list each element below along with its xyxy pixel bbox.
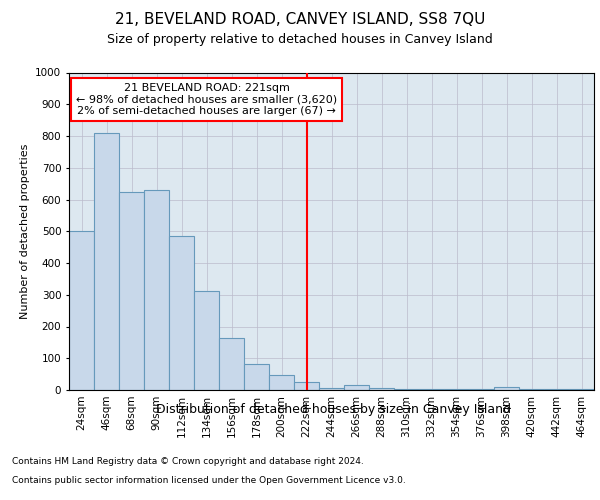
Y-axis label: Number of detached properties: Number of detached properties [20, 144, 29, 319]
Bar [219, 338, 244, 390]
Bar [94, 133, 119, 390]
Bar [394, 389, 419, 390]
Text: Size of property relative to detached houses in Canvey Island: Size of property relative to detached ho… [107, 32, 493, 46]
Bar [344, 385, 369, 390]
Bar [369, 388, 394, 390]
Text: 21, BEVELAND ROAD, CANVEY ISLAND, SS8 7QU: 21, BEVELAND ROAD, CANVEY ISLAND, SS8 7Q… [115, 12, 485, 28]
Bar [119, 192, 144, 390]
Bar [194, 291, 219, 390]
Bar [319, 388, 344, 390]
Bar [494, 388, 519, 390]
Text: 21 BEVELAND ROAD: 221sqm
← 98% of detached houses are smaller (3,620)
2% of semi: 21 BEVELAND ROAD: 221sqm ← 98% of detach… [76, 83, 337, 116]
Bar [294, 382, 319, 390]
Text: Distribution of detached houses by size in Canvey Island: Distribution of detached houses by size … [155, 402, 511, 415]
Text: Contains HM Land Registry data © Crown copyright and database right 2024.: Contains HM Land Registry data © Crown c… [12, 458, 364, 466]
Bar [269, 375, 294, 390]
Bar [169, 236, 194, 390]
Bar [244, 364, 269, 390]
Bar [69, 231, 94, 390]
Bar [144, 190, 169, 390]
Text: Contains public sector information licensed under the Open Government Licence v3: Contains public sector information licen… [12, 476, 406, 485]
